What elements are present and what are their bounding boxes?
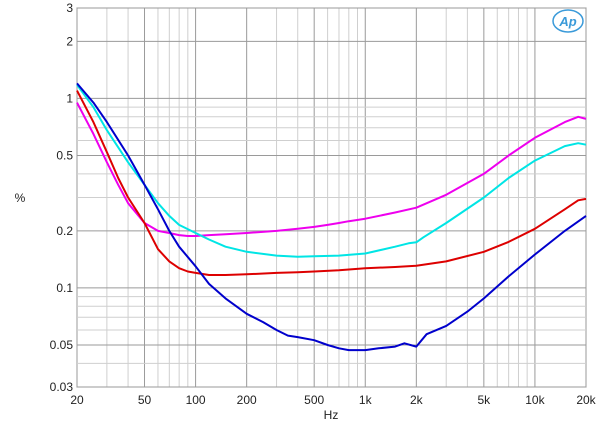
x-tick-label: 10k (525, 393, 545, 407)
x-tick-label: 50 (138, 393, 152, 407)
series-line-2 (76, 84, 587, 258)
y-tick-label: 1 (66, 91, 73, 105)
y-tick-label: 0.1 (56, 281, 73, 295)
x-tick-label: 20k (576, 393, 596, 407)
x-tick-label: 200 (237, 393, 257, 407)
x-tick-label: 100 (186, 393, 206, 407)
y-tick-label: 3 (66, 1, 73, 15)
series-line-4 (76, 82, 587, 352)
y-tick-label: 0.03 (50, 380, 74, 394)
series-group (76, 82, 587, 352)
y-axis-label: % (15, 191, 26, 205)
y-tick-label: 2 (66, 34, 73, 48)
ap-logo-ring (552, 9, 584, 33)
y-tick-labels: 3 2 1 0.5 0.2 0.1 0.05 0.03 (50, 1, 74, 394)
y-tick-label: 0.05 (50, 338, 74, 352)
x-tick-labels: 20 50 100 200 500 1k 2k 5k 10k 20k (70, 393, 596, 407)
ap-logo: Ap (552, 9, 584, 33)
ap-logo-text: Ap (558, 14, 576, 29)
x-tick-label: 500 (304, 393, 324, 407)
x-axis-label: Hz (324, 408, 339, 422)
y-tick-label: 0.2 (56, 224, 73, 238)
x-tick-label: 2k (410, 393, 424, 407)
y-tick-label: 0.5 (56, 148, 73, 162)
x-tick-label: 20 (70, 393, 84, 407)
series-line-3 (76, 90, 587, 276)
x-tick-label: 5k (478, 393, 492, 407)
x-tick-label: 1k (359, 393, 373, 407)
grid (76, 7, 587, 388)
